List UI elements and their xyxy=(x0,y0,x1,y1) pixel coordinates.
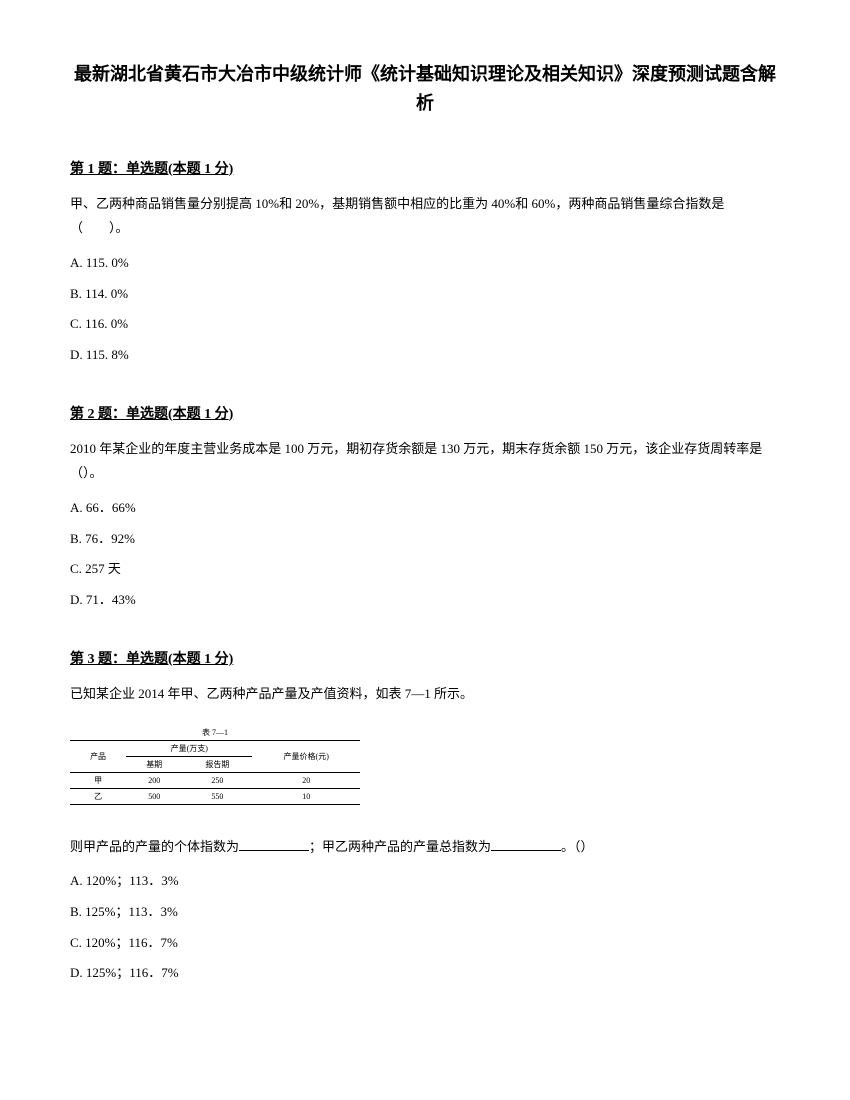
table-subheader-report: 报告期 xyxy=(182,756,252,772)
question-3-text: 已知某企业 2014 年甲、乙两种产品产量及产值资料，如表 7—1 所示。 xyxy=(70,682,780,707)
question-2-option-d: D. 71．43% xyxy=(70,588,780,613)
table-caption: 表 7—1 xyxy=(70,725,360,741)
table-cell: 250 xyxy=(182,772,252,788)
question-1-option-a: A. 115. 0% xyxy=(70,251,780,276)
table-cell: 200 xyxy=(126,772,182,788)
question-3-option-a: A. 120%；113．3% xyxy=(70,869,780,894)
table-header-product: 产品 xyxy=(70,740,126,772)
table-header-price: 产量价格(元) xyxy=(252,740,360,772)
question-1-option-d: D. 115. 8% xyxy=(70,343,780,368)
table-header-output: 产量(万支) xyxy=(126,740,252,756)
table-row: 甲 200 250 20 xyxy=(70,772,360,788)
question-3-text2-mid: ；甲乙两种产品的产量总指数为 xyxy=(309,839,491,854)
table-cell: 550 xyxy=(182,788,252,804)
question-2-header: 第 2 题：单选题(本题 1 分) xyxy=(70,403,780,423)
question-2-option-a: A. 66．66% xyxy=(70,496,780,521)
question-3-option-b: B. 125%；113．3% xyxy=(70,900,780,925)
question-1-header: 第 1 题：单选题(本题 1 分) xyxy=(70,158,780,178)
question-1-option-b: B. 114. 0% xyxy=(70,282,780,307)
question-3-text2-suf: 。（） xyxy=(561,839,594,854)
question-3-option-c: C. 120%；116．7% xyxy=(70,931,780,956)
question-1-option-c: C. 116. 0% xyxy=(70,312,780,337)
data-table: 表 7—1 产品 产量(万支) 产量价格(元) 基期 报告期 甲 200 250… xyxy=(70,725,360,805)
question-3-text2: 则甲产品的产量的个体指数为 ；甲乙两种产品的产量总指数为 。（） xyxy=(70,835,780,860)
data-table-container: 表 7—1 产品 产量(万支) 产量价格(元) 基期 报告期 甲 200 250… xyxy=(70,725,780,805)
question-3-header: 第 3 题：单选题(本题 1 分) xyxy=(70,648,780,668)
table-cell: 甲 xyxy=(70,772,126,788)
question-3-text2-pre: 则甲产品的产量的个体指数为 xyxy=(70,839,239,854)
table-cell: 20 xyxy=(252,772,360,788)
table-subheader-base: 基期 xyxy=(126,756,182,772)
document-title: 最新湖北省黄石市大冶市中级统计师《统计基础知识理论及相关知识》深度预测试题含解析 xyxy=(70,60,780,118)
question-2-option-c: C. 257 天 xyxy=(70,557,780,582)
table-cell: 500 xyxy=(126,788,182,804)
question-2: 第 2 题：单选题(本题 1 分) 2010 年某企业的年度主营业务成本是 10… xyxy=(70,403,780,613)
question-3: 第 3 题：单选题(本题 1 分) 已知某企业 2014 年甲、乙两种产品产量及… xyxy=(70,648,780,986)
table-row: 乙 500 550 10 xyxy=(70,788,360,804)
question-1: 第 1 题：单选题(本题 1 分) 甲、乙两种商品销售量分别提高 10%和 20… xyxy=(70,158,780,368)
blank-fill xyxy=(491,837,561,851)
question-3-option-d: D. 125%；116．7% xyxy=(70,961,780,986)
question-2-option-b: B. 76．92% xyxy=(70,527,780,552)
question-2-text: 2010 年某企业的年度主营业务成本是 100 万元，期初存货余额是 130 万… xyxy=(70,437,780,486)
table-cell: 10 xyxy=(252,788,360,804)
blank-fill xyxy=(239,837,309,851)
question-1-text: 甲、乙两种商品销售量分别提高 10%和 20%，基期销售额中相应的比重为 40%… xyxy=(70,192,780,241)
table-cell: 乙 xyxy=(70,788,126,804)
